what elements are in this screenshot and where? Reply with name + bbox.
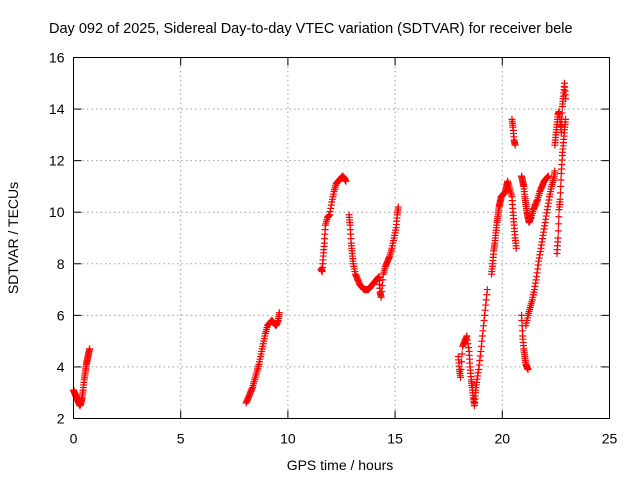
y-tick-label: 4 <box>57 359 65 375</box>
data-point <box>556 189 564 197</box>
data-point <box>483 286 491 294</box>
x-tick-label: 10 <box>280 431 296 447</box>
data-point <box>555 220 563 228</box>
axis-ticks: 0 5 10 15 20 25 2 4 6 8 10 12 14 16 <box>49 50 618 447</box>
x-tick-label: 25 <box>602 431 618 447</box>
data-point <box>562 95 570 103</box>
data-point <box>275 309 283 317</box>
y-tick-label: 12 <box>49 153 65 169</box>
data-point <box>511 141 519 149</box>
data-point <box>394 203 402 211</box>
data-point <box>458 358 466 366</box>
y-tick-label: 8 <box>57 256 65 272</box>
x-tick-label: 20 <box>495 431 511 447</box>
y-axis-label: SDTVAR / TECUs <box>5 182 21 294</box>
data-point <box>458 350 466 358</box>
chart-title: Day 092 of 2025, Sidereal Day-to-day VTE… <box>49 21 573 37</box>
plot-frame <box>73 57 610 419</box>
data-point <box>342 177 350 185</box>
data-point <box>557 176 565 184</box>
y-tick-label: 2 <box>57 411 65 427</box>
y-tick-label: 16 <box>49 50 65 66</box>
data-point <box>554 227 562 235</box>
data-point <box>558 109 566 117</box>
data-point <box>524 366 532 374</box>
data-point <box>551 167 559 175</box>
data-point <box>456 373 464 381</box>
y-tick-label: 10 <box>49 204 65 220</box>
data-point <box>86 345 94 353</box>
data-points <box>70 79 570 410</box>
y-tick-label: 6 <box>57 307 65 323</box>
data-point <box>544 172 552 180</box>
x-tick-label: 15 <box>387 431 403 447</box>
data-point <box>554 234 562 242</box>
data-point <box>512 244 520 252</box>
data-point <box>556 195 564 203</box>
data-point <box>557 128 565 136</box>
data-point <box>557 182 565 190</box>
x-axis-label: GPS time / hours <box>287 457 394 473</box>
x-tick-label: 0 <box>70 431 78 447</box>
data-point <box>555 213 563 221</box>
data-point <box>558 122 566 130</box>
data-point <box>558 115 566 123</box>
x-tick-label: 5 <box>177 431 185 447</box>
data-point <box>457 366 465 374</box>
y-tick-label: 14 <box>49 101 65 117</box>
